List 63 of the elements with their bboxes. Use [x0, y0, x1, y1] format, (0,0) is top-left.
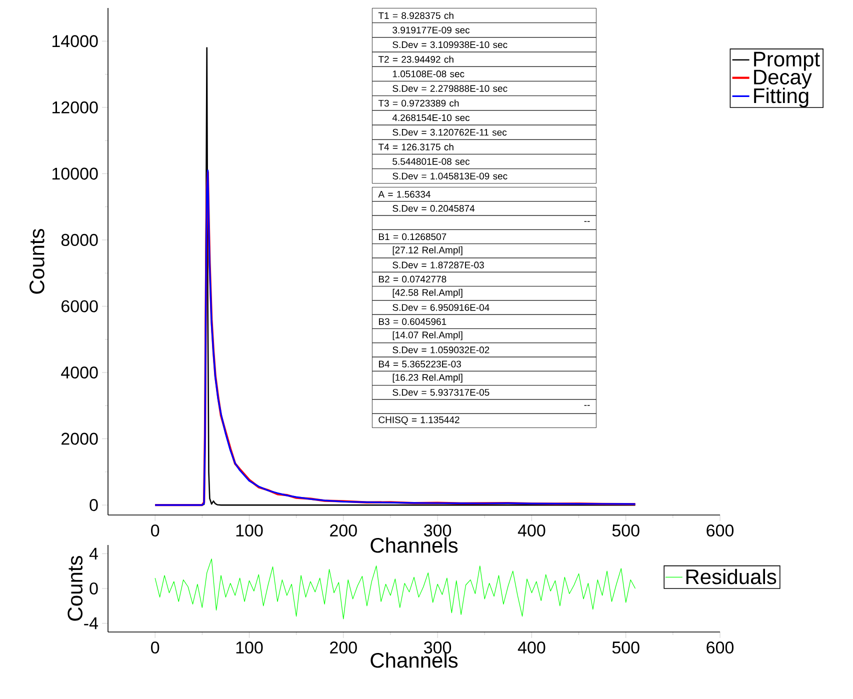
annotation: S.Dev = 1.059032E-02: [392, 346, 490, 354]
x-tick-label: 600: [706, 524, 734, 537]
x-tick-label: 500: [612, 524, 640, 537]
y-tick-label: 2000: [62, 432, 98, 445]
legend-label: Residuals: [686, 568, 776, 584]
x-tick-label: 200: [330, 642, 357, 654]
line-series: [154, 558, 636, 620]
y-tick-label: 6000: [62, 300, 98, 312]
x-axis-title: Channels: [370, 652, 458, 668]
y-tick-label: -4: [84, 617, 98, 630]
y-tick-label: 0: [90, 582, 98, 595]
x-tick-label: 600: [706, 642, 734, 654]
annotation: [14.07 Rel.Ampl]: [392, 331, 462, 340]
annotation: B1 = 0.1268507: [378, 233, 446, 240]
annotation: T4 = 126.3175 ch: [378, 143, 454, 150]
y-tick-label: 10000: [52, 168, 98, 180]
annotation: S.Dev = 2.279888E-10 sec: [392, 85, 508, 92]
annotation: [42.58 Rel.Ampl]: [392, 288, 462, 298]
annotation: [27.12 Rel.Ampl]: [392, 246, 462, 256]
annotation: T1 = 8.928375 ch: [378, 12, 454, 19]
annotation: CHISQ = 1.135442: [378, 416, 460, 425]
y-tick-label: 4000: [61, 366, 98, 379]
x-tick-label: 0: [151, 642, 160, 654]
annotation: [16.23 Rel.Ampl]: [392, 374, 462, 383]
y-tick-label: 8000: [61, 234, 98, 246]
annotation: S.Dev = 1.045813E-09 sec: [392, 172, 508, 180]
y-tick-label: 4: [89, 548, 98, 560]
annotation: S.Dev = 1.87287E-03: [392, 262, 484, 268]
y-tick-label: 0: [90, 499, 98, 512]
legend-label: Fitting: [754, 88, 808, 108]
x-tick-label: 100: [236, 524, 263, 537]
annotation: 4.268154E-10 sec: [392, 114, 470, 122]
annotation: S.Dev = 3.120762E-11 sec: [392, 128, 507, 136]
x-tick-label: 400: [518, 524, 546, 537]
x-tick-label: 400: [518, 642, 546, 654]
x-tick-label: 300: [424, 642, 452, 654]
annotation: S.Dev = 5.937317E-05: [392, 388, 490, 396]
legend-label: Prompt: [754, 52, 820, 71]
x-tick-label: 200: [330, 524, 357, 537]
annotation: B2 = 0.0742778: [378, 276, 446, 283]
annotation: T2 = 23.94492 ch: [378, 56, 454, 63]
annotation: 1.05108E-08 sec: [392, 70, 464, 78]
y-tick-label: 14000: [52, 35, 98, 48]
legend-label: Decay: [754, 70, 812, 89]
annotation: B4 = 5.365223E-03: [378, 360, 461, 368]
x-tick-label: 300: [424, 524, 452, 537]
x-tick-label: 0: [151, 524, 160, 537]
x-tick-label: 500: [612, 642, 640, 654]
annotation: S.Dev = 6.950916E-04: [392, 304, 490, 311]
x-axis-title: Channels: [370, 537, 458, 553]
annotation: B3 = 0.6045961: [378, 318, 446, 325]
annotation: --: [584, 405, 590, 406]
y-tick-label: 12000: [52, 101, 98, 114]
annotation: T3 = 0.9723389 ch: [378, 100, 459, 107]
annotation: --: [584, 221, 590, 222]
x-tick-label: 100: [236, 642, 263, 654]
annotation: S.Dev = 0.2045874: [392, 205, 475, 212]
y-axis-title: Counts: [30, 228, 44, 294]
annotation: 3.919177E-09 sec: [392, 26, 470, 34]
annotation: 5.544801E-08 sec: [392, 158, 470, 165]
annotation: A = 1.56334: [378, 190, 430, 198]
y-axis-title: Counts: [68, 556, 83, 621]
annotation: S.Dev = 3.109938E-10 sec: [392, 41, 508, 48]
